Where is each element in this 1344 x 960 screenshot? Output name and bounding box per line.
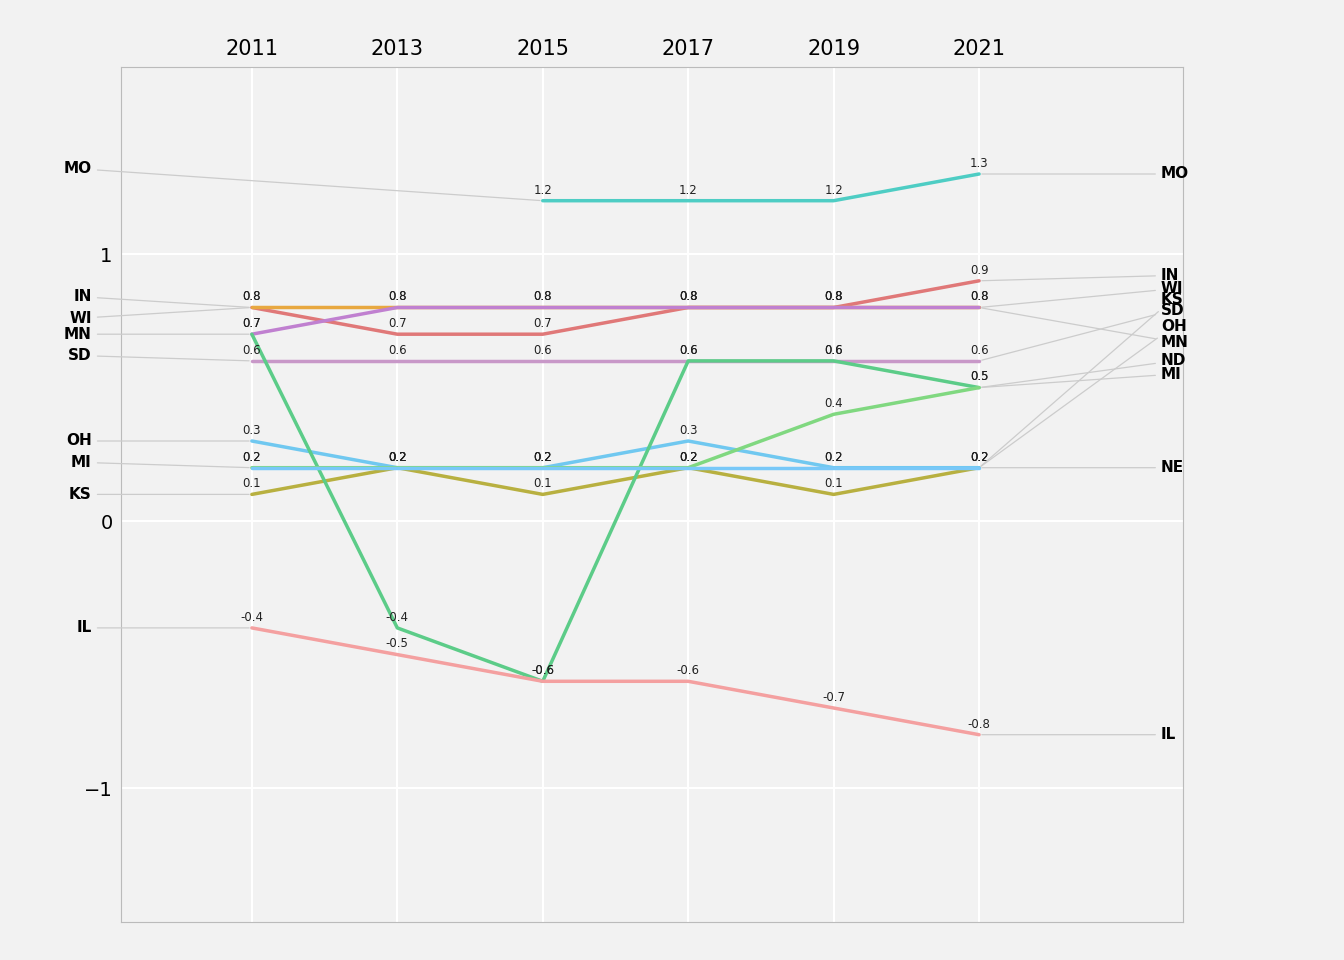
Text: 0.2: 0.2 [970,450,988,464]
Text: 1.2: 1.2 [534,183,552,197]
Text: MN: MN [65,326,249,342]
Text: 0.6: 0.6 [970,344,988,357]
Text: OH: OH [66,434,249,448]
Text: 0.8: 0.8 [388,290,406,303]
Text: 0.6: 0.6 [388,344,407,357]
Text: 0.2: 0.2 [824,450,843,464]
Text: IN: IN [74,289,249,307]
Text: 0.6: 0.6 [824,344,843,357]
Text: 0.2: 0.2 [679,450,698,464]
Text: 0.9: 0.9 [970,264,988,276]
Text: 0.2: 0.2 [970,450,988,464]
Text: MO: MO [63,161,540,201]
Text: 0.2: 0.2 [388,450,407,464]
Text: 0.2: 0.2 [242,450,261,464]
Text: WI: WI [982,281,1184,307]
Text: 0.2: 0.2 [534,450,552,464]
Text: 0.2: 0.2 [970,450,988,464]
Text: 0.8: 0.8 [679,290,698,303]
Text: 0.2: 0.2 [534,450,552,464]
Text: 0.8: 0.8 [243,290,261,303]
Text: 0.7: 0.7 [388,317,407,330]
Text: 0.8: 0.8 [824,290,843,303]
Text: SD: SD [69,348,249,363]
Text: 0.8: 0.8 [243,290,261,303]
Text: KS: KS [69,487,249,502]
Text: WI: WI [70,307,249,325]
Text: SD: SD [981,302,1184,360]
Text: 0.2: 0.2 [388,450,407,464]
Text: 0.8: 0.8 [824,290,843,303]
Text: 0.6: 0.6 [679,344,698,357]
Text: 0.6: 0.6 [679,344,698,357]
Text: IL: IL [77,620,249,636]
Text: -0.6: -0.6 [676,664,700,677]
Text: 0.2: 0.2 [679,450,698,464]
Text: -0.4: -0.4 [241,611,263,624]
Text: ND: ND [982,353,1187,387]
Text: NE: NE [982,460,1184,475]
Text: MI: MI [982,367,1181,388]
Text: IN: IN [982,268,1179,283]
Text: 0.8: 0.8 [534,290,552,303]
Text: MN: MN [982,308,1189,349]
Text: IL: IL [982,728,1176,742]
Text: 0.8: 0.8 [388,290,406,303]
Text: 0.6: 0.6 [242,344,261,357]
Text: -0.6: -0.6 [531,664,554,677]
Text: 0.2: 0.2 [388,450,407,464]
Text: 0.8: 0.8 [534,290,552,303]
Text: 0.5: 0.5 [970,371,988,383]
Text: 0.6: 0.6 [534,344,552,357]
Text: -0.8: -0.8 [968,717,991,731]
Text: 0.3: 0.3 [243,423,261,437]
Text: MI: MI [71,455,249,469]
Text: 0.2: 0.2 [534,450,552,464]
Text: 0.8: 0.8 [679,290,698,303]
Text: -0.4: -0.4 [386,611,409,624]
Text: 0.2: 0.2 [388,450,407,464]
Text: 0.7: 0.7 [242,317,261,330]
Text: 0.7: 0.7 [242,317,261,330]
Text: 0.8: 0.8 [970,290,988,303]
Text: 0.7: 0.7 [534,317,552,330]
Text: 0.4: 0.4 [824,397,843,410]
Text: 0.3: 0.3 [679,423,698,437]
Text: 0.8: 0.8 [824,290,843,303]
Text: 1.2: 1.2 [824,183,843,197]
Text: 0.8: 0.8 [679,290,698,303]
Text: -0.7: -0.7 [823,691,845,704]
Text: 0.1: 0.1 [824,477,843,491]
Text: MO: MO [982,166,1189,181]
Text: 0.2: 0.2 [679,450,698,464]
Text: 1.3: 1.3 [970,156,988,170]
Text: 0.8: 0.8 [970,290,988,303]
Text: 0.6: 0.6 [824,344,843,357]
Text: 0.2: 0.2 [824,450,843,464]
Text: 0.1: 0.1 [242,477,261,491]
Text: KS: KS [981,292,1184,466]
Text: 0.1: 0.1 [534,477,552,491]
Text: 0.5: 0.5 [970,371,988,383]
Text: OH: OH [981,319,1187,466]
Text: -0.6: -0.6 [531,664,554,677]
Text: 1.2: 1.2 [679,183,698,197]
Text: -0.5: -0.5 [386,637,409,651]
Text: 0.2: 0.2 [242,450,261,464]
